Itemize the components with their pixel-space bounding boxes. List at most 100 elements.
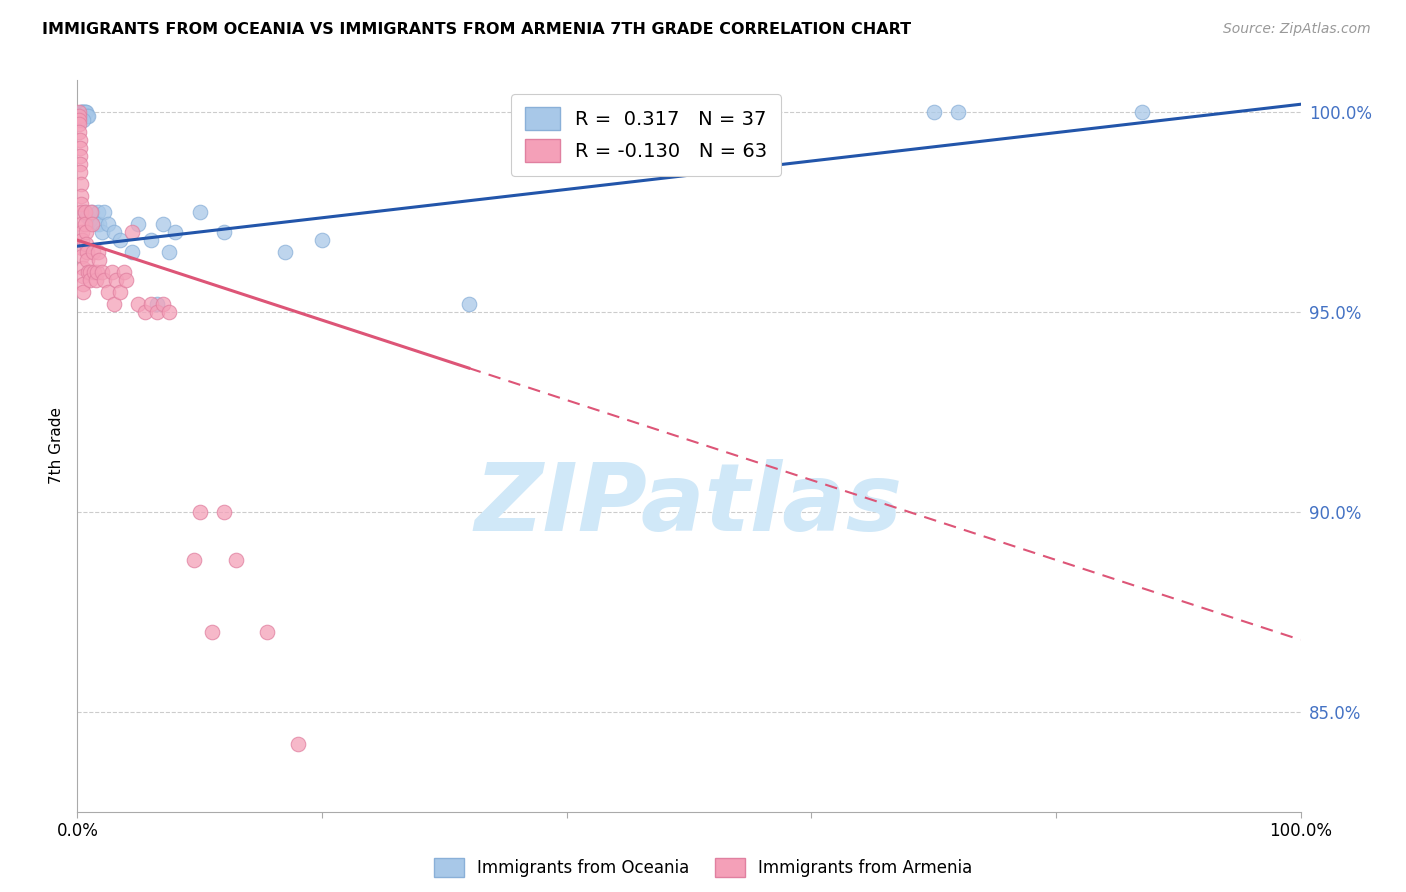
Point — [79, 265, 101, 279]
Point — [146, 305, 169, 319]
Point — [100, 265, 122, 279]
Point — [70, 178, 93, 192]
Point — [72, 113, 94, 128]
Point — [80, 217, 103, 231]
Point — [84, 217, 107, 231]
Point — [77, 109, 100, 123]
Legend: Immigrants from Oceania, Immigrants from Armenia: Immigrants from Oceania, Immigrants from… — [427, 851, 979, 884]
Point — [83, 265, 105, 279]
Point — [89, 217, 111, 231]
Point — [73, 217, 96, 231]
Point — [112, 265, 135, 279]
Point — [67, 125, 90, 139]
Point — [67, 113, 90, 128]
Point — [82, 245, 104, 260]
Point — [67, 117, 90, 131]
Point — [70, 225, 93, 239]
Point — [75, 225, 97, 239]
Point — [72, 105, 94, 120]
Point — [946, 105, 969, 120]
Point — [121, 245, 143, 260]
Point — [922, 105, 945, 120]
Point — [212, 505, 235, 519]
Point — [274, 245, 297, 260]
Point — [105, 273, 128, 287]
Point — [75, 237, 97, 252]
Point — [67, 109, 90, 123]
Point — [76, 245, 98, 260]
Point — [86, 265, 108, 279]
Point — [70, 197, 93, 211]
Point — [93, 205, 115, 219]
Point — [79, 213, 101, 227]
Point — [73, 205, 96, 219]
Point — [70, 241, 93, 255]
Point — [1130, 105, 1153, 120]
Point — [115, 273, 138, 287]
Point — [152, 297, 174, 311]
Point — [76, 209, 98, 223]
Point — [128, 297, 150, 311]
Point — [70, 217, 93, 231]
Point — [188, 505, 211, 519]
Point — [72, 285, 94, 299]
Point — [70, 189, 93, 203]
Point — [80, 205, 103, 219]
Point — [183, 553, 205, 567]
Point — [70, 105, 93, 120]
Point — [72, 269, 94, 284]
Point — [90, 265, 112, 279]
Text: Source: ZipAtlas.com: Source: ZipAtlas.com — [1223, 22, 1371, 37]
Legend: R =  0.317   N = 37, R = -0.130   N = 63: R = 0.317 N = 37, R = -0.130 N = 63 — [512, 94, 782, 176]
Point — [139, 297, 162, 311]
Point — [165, 225, 187, 239]
Point — [69, 141, 91, 155]
Point — [72, 261, 94, 276]
Point — [69, 157, 91, 171]
Point — [457, 297, 479, 311]
Point — [152, 217, 174, 231]
Point — [73, 105, 96, 120]
Point — [108, 285, 131, 299]
Point — [97, 285, 120, 299]
Point — [97, 217, 120, 231]
Point — [90, 225, 112, 239]
Point — [108, 233, 131, 247]
Point — [77, 265, 100, 279]
Point — [87, 245, 110, 260]
Point — [146, 297, 169, 311]
Point — [69, 165, 91, 179]
Point — [287, 737, 309, 751]
Point — [79, 273, 101, 287]
Point — [139, 233, 162, 247]
Point — [103, 225, 125, 239]
Point — [73, 205, 96, 219]
Point — [157, 305, 180, 319]
Point — [157, 245, 180, 260]
Point — [84, 273, 107, 287]
Point — [75, 105, 97, 120]
Point — [70, 105, 93, 120]
Point — [87, 205, 110, 219]
Point — [311, 233, 333, 247]
Point — [69, 149, 91, 163]
Point — [70, 249, 93, 263]
Point — [70, 205, 93, 219]
Point — [89, 253, 111, 268]
Point — [212, 225, 235, 239]
Point — [70, 105, 93, 120]
Point — [225, 553, 247, 567]
Point — [76, 253, 98, 268]
Point — [70, 233, 93, 247]
Point — [67, 105, 90, 120]
Point — [256, 624, 278, 639]
Point — [93, 273, 115, 287]
Point — [73, 105, 96, 120]
Point — [201, 624, 224, 639]
Point — [72, 277, 94, 292]
Point — [103, 297, 125, 311]
Point — [128, 217, 150, 231]
Y-axis label: 7th Grade: 7th Grade — [49, 408, 65, 484]
Text: ZIPatlas: ZIPatlas — [475, 458, 903, 550]
Point — [121, 225, 143, 239]
